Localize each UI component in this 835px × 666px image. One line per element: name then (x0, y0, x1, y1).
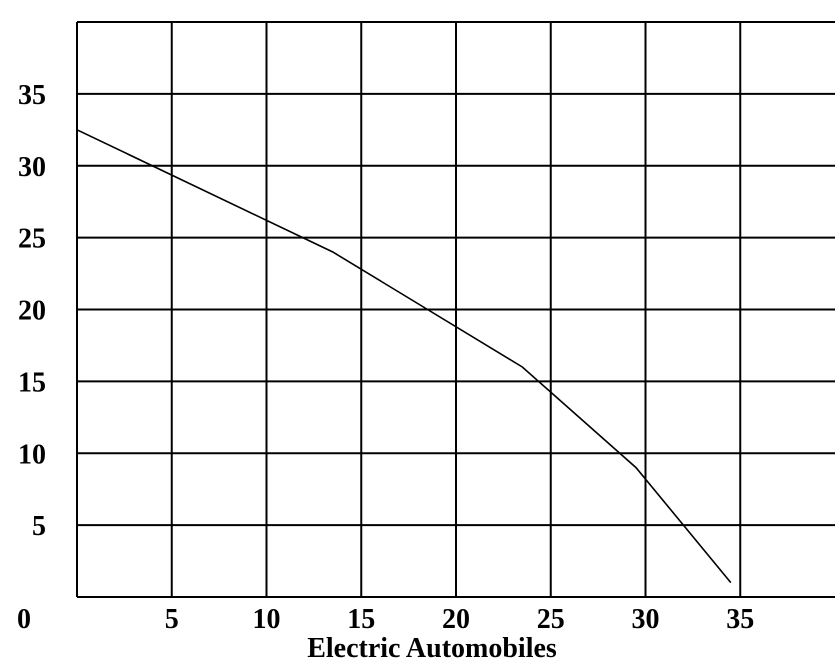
y-axis-ticks: 5 10 15 20 25 30 35 (18, 80, 46, 542)
y-tick-label: 15 (18, 367, 46, 398)
y-tick-label: 20 (18, 296, 46, 327)
x-tick-label: 35 (726, 604, 754, 635)
x-tick-label: 5 (165, 604, 179, 635)
x-tick-label: 30 (632, 604, 660, 635)
y-tick-label: 35 (18, 80, 46, 111)
x-axis-ticks: 0 5 10 15 20 25 30 35 (17, 604, 754, 635)
x-axis-title: Electric Automobiles (307, 633, 557, 664)
y-tick-label: 10 (18, 439, 46, 470)
y-tick-label: 25 (18, 224, 46, 255)
x-tick-label: 0 (17, 604, 31, 635)
grid (77, 22, 835, 597)
y-tick-label: 30 (18, 152, 46, 183)
x-tick-label: 25 (537, 604, 565, 635)
x-tick-label: 10 (253, 604, 281, 635)
series-line (76, 129, 732, 584)
plot-frame (76, 21, 835, 598)
y-tick-label: 5 (32, 511, 46, 542)
x-tick-label: 15 (347, 604, 375, 635)
series-group (76, 129, 732, 584)
x-tick-label: 20 (442, 604, 470, 635)
